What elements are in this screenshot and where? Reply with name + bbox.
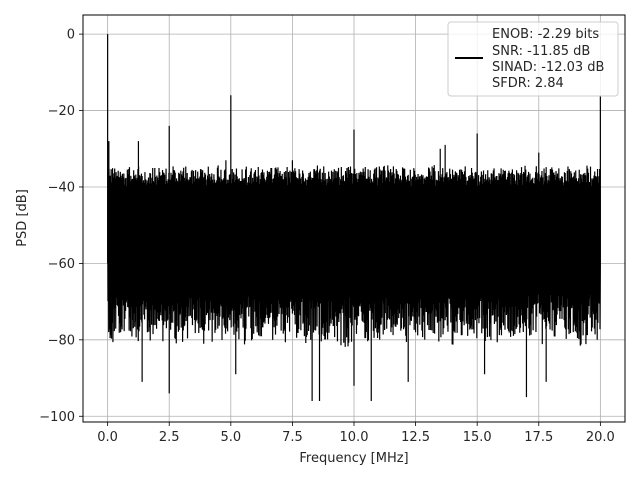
x-ticks: 0.0 2.5 5.0 7.5 10.0 12.5 15.0 17.5 20.0 [97, 422, 615, 445]
y-tick-label: −20 [48, 104, 75, 119]
y-axis-label: PSD [dB] [15, 189, 30, 247]
x-tick-label: 0.0 [97, 430, 118, 445]
x-tick-label: 2.5 [159, 430, 180, 445]
psd-trace [107, 34, 601, 401]
legend-entry-sinad: SINAD: -12.03 dB [492, 60, 604, 75]
y-ticks: 0 −20 −40 −60 −80 −100 [39, 28, 83, 425]
y-tick-label: −100 [39, 410, 75, 425]
x-tick-label: 20.0 [586, 430, 615, 445]
y-tick-label: 0 [67, 28, 75, 43]
x-tick-label: 17.5 [524, 430, 553, 445]
y-tick-label: −60 [48, 257, 75, 272]
legend: ENOB: -2.29 bits SNR: -11.85 dB SINAD: -… [447, 21, 619, 97]
legend-entry-sfdr: SFDR: 2.84 [492, 76, 564, 91]
x-axis-label: Frequency [MHz] [299, 451, 408, 466]
x-tick-label: 15.0 [463, 430, 492, 445]
x-tick-label: 12.5 [401, 430, 430, 445]
x-tick-label: 5.0 [220, 430, 241, 445]
legend-box [447, 21, 619, 97]
y-tick-label: −80 [48, 333, 75, 348]
plot-area [107, 34, 601, 401]
y-tick-label: −40 [48, 180, 75, 195]
legend-entry-snr: SNR: -11.85 dB [492, 44, 590, 59]
x-tick-label: 7.5 [282, 430, 303, 445]
legend-entry-enob: ENOB: -2.29 bits [492, 27, 599, 42]
x-tick-label: 10.0 [340, 430, 369, 445]
